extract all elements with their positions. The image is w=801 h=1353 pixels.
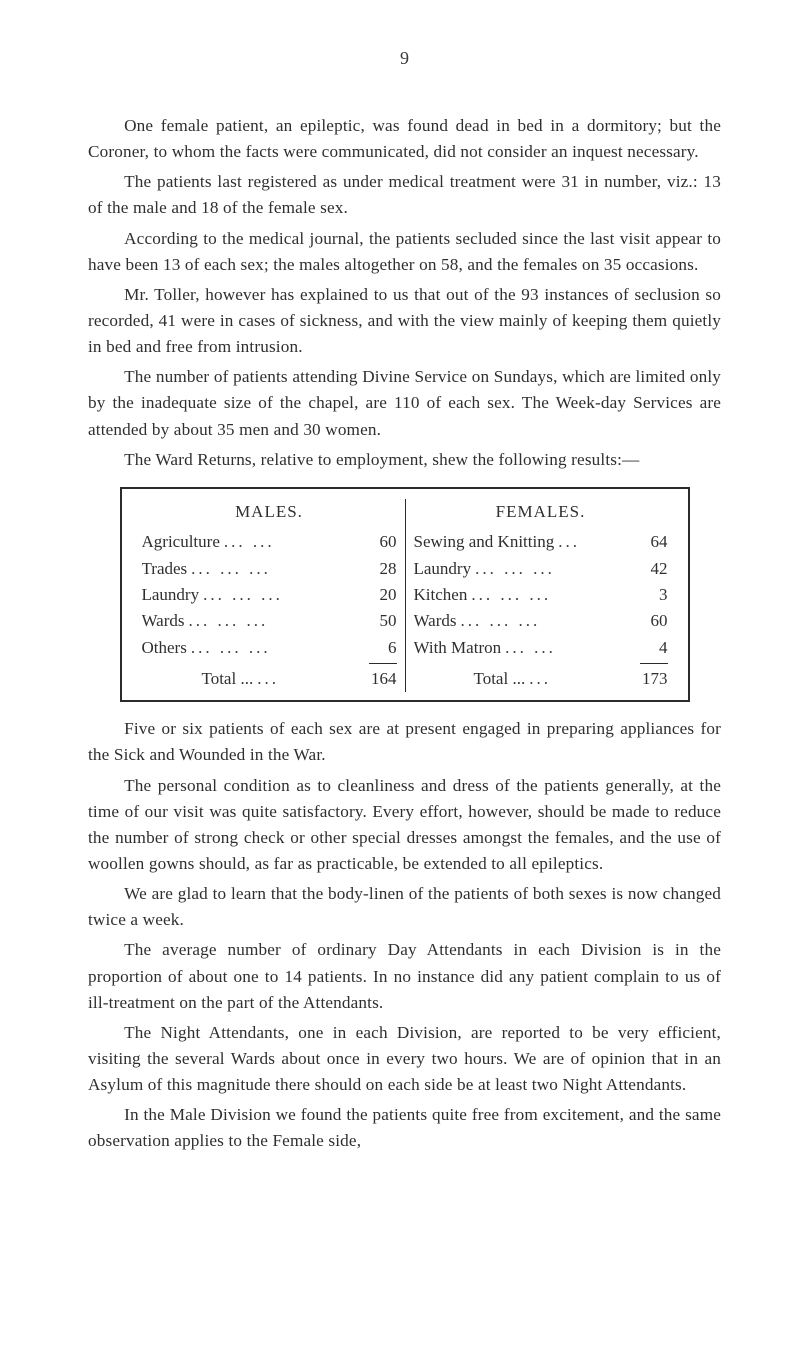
total-label: Total ... [142,666,254,692]
paragraph: The patients last registered as under me… [88,169,721,221]
leader-dots: ... [525,666,629,692]
table-row: Others ... ... ... 6 [142,635,397,661]
paragraph: The Night Attendants, one in each Divisi… [88,1020,721,1098]
row-value: 28 [365,556,397,582]
column-header: FEMALES. [414,499,668,525]
table-total-row: Total ... ... 173 [414,666,668,692]
row-label: Laundry [414,556,472,582]
paragraph: The personal condition as to cleanliness… [88,773,721,878]
leader-dots: ... ... ... [187,635,365,661]
row-label: Others [142,635,187,661]
row-value: 60 [636,608,668,634]
row-value: 60 [365,529,397,555]
total-value: 173 [630,666,668,692]
leader-dots: ... ... ... [471,556,635,582]
row-label: With Matron [414,635,502,661]
rule-line [369,663,397,664]
table-row: Wards ... ... ... 50 [142,608,397,634]
row-value: 3 [636,582,668,608]
total-value: 164 [359,666,397,692]
column-header: MALES. [142,499,397,525]
row-value: 64 [636,529,668,555]
leader-dots: ... ... ... [185,608,365,634]
table-col-males: MALES. Agriculture ... ... 60 Trades ...… [134,499,405,692]
leader-dots: ... ... ... [187,556,364,582]
leader-dots: ... ... ... [457,608,636,634]
row-label: Sewing and Knitting [414,529,555,555]
paragraph: Mr. Toller, however has explained to us … [88,282,721,360]
row-label: Agriculture [142,529,220,555]
paragraph: Five or six patients of each sex are at … [88,716,721,768]
page: 9 One female patient, an epileptic, was … [0,0,801,1353]
employment-table: MALES. Agriculture ... ... 60 Trades ...… [120,487,690,702]
paragraph: The number of patients attending Divine … [88,364,721,442]
table-row: Laundry ... ... ... 42 [414,556,668,582]
table-row: Agriculture ... ... 60 [142,529,397,555]
paragraph: One female patient, an epileptic, was fo… [88,113,721,165]
row-label: Kitchen [414,582,468,608]
leader-dots: ... ... ... [199,582,364,608]
leader-dots: ... ... ... [467,582,635,608]
row-value: 4 [636,635,668,661]
table-row: Laundry ... ... ... 20 [142,582,397,608]
table-total-row: Total ... ... 164 [142,666,397,692]
table-col-females: FEMALES. Sewing and Knitting ... 64 Laun… [405,499,676,692]
leader-dots: ... ... [220,529,365,555]
table-row: Sewing and Knitting ... 64 [414,529,668,555]
row-value: 20 [365,582,397,608]
page-number: 9 [88,48,721,69]
table-row: Kitchen ... ... ... 3 [414,582,668,608]
paragraph: In the Male Division we found the patien… [88,1102,721,1154]
total-label: Total ... [414,666,526,692]
paragraph: The average number of ordinary Day Atten… [88,937,721,1015]
paragraph: We are glad to learn that the body-linen… [88,881,721,933]
row-label: Laundry [142,582,200,608]
paragraph: The Ward Returns, relative to employment… [88,447,721,473]
table-row: With Matron ... ... 4 [414,635,668,661]
row-label: Wards [414,608,457,634]
row-label: Wards [142,608,185,634]
table-row: Wards ... ... ... 60 [414,608,668,634]
paragraph: According to the medical journal, the pa… [88,226,721,278]
rule-line [640,663,668,664]
leader-dots: ... [253,666,358,692]
row-label: Trades [142,556,188,582]
row-value: 50 [365,608,397,634]
leader-dots: ... [554,529,635,555]
leader-dots: ... ... [501,635,635,661]
row-value: 42 [636,556,668,582]
table-row: Trades ... ... ... 28 [142,556,397,582]
row-value: 6 [365,635,397,661]
